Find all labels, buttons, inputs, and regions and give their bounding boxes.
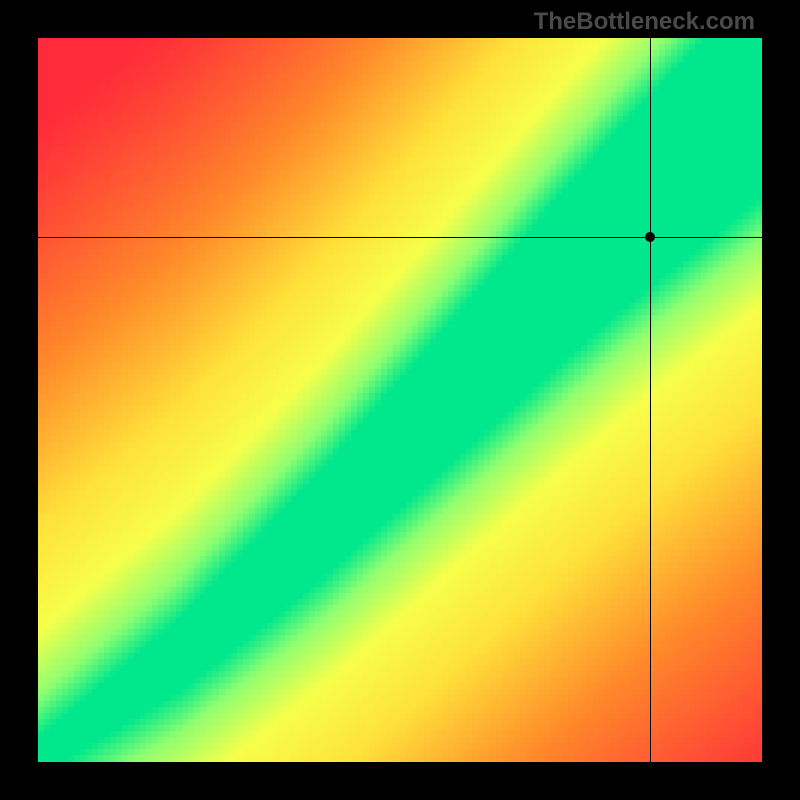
crosshair-marker: [645, 232, 655, 242]
crosshair-vertical: [650, 38, 651, 762]
heatmap-chart: [38, 38, 762, 762]
heatmap-canvas: [38, 38, 762, 762]
watermark-text: TheBottleneck.com: [534, 8, 755, 36]
